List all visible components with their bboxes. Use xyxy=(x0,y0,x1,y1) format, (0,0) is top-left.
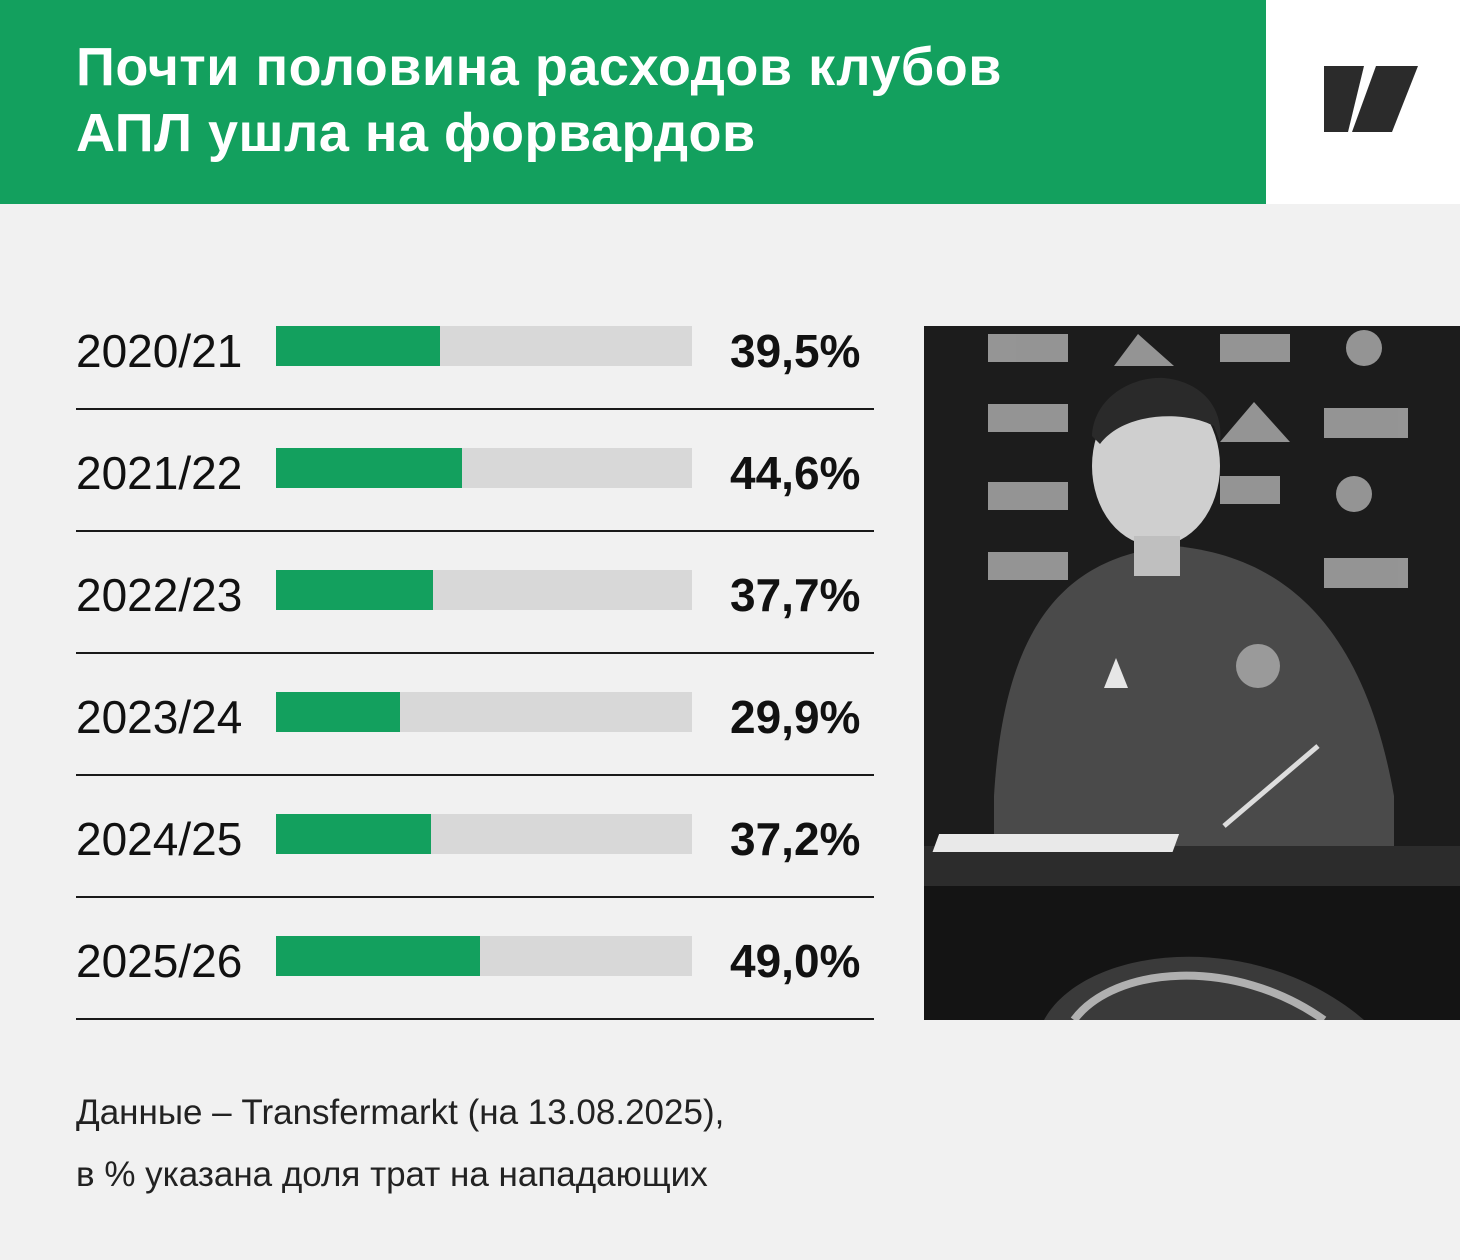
row-divider xyxy=(76,652,874,654)
bar-fill xyxy=(276,326,441,366)
header-banner: Почти половина расходов клубов АПЛ ушла … xyxy=(0,0,1266,204)
bar-fill xyxy=(276,448,462,488)
season-label: 2023/24 xyxy=(76,691,243,743)
bar-track xyxy=(276,570,692,610)
bar-track xyxy=(276,326,692,366)
chart-row: 2022/23 37,7% xyxy=(76,570,874,692)
season-label: 2025/26 xyxy=(76,935,243,987)
percent-label: 44,6% xyxy=(730,447,861,499)
row-divider xyxy=(76,1018,874,1020)
player-photo xyxy=(924,326,1460,1020)
row-divider xyxy=(76,774,874,776)
publisher-logo-icon xyxy=(1324,66,1418,132)
season-label: 2022/23 xyxy=(76,569,243,621)
bar-fill xyxy=(276,814,431,854)
footnote: Данные – Transfermarkt (на 13.08.2025), … xyxy=(76,1082,724,1206)
chart-row: 2024/25 37,2% xyxy=(76,814,874,936)
page-title: Почти половина расходов клубов АПЛ ушла … xyxy=(76,37,1002,163)
chart-row: 2021/22 44,6% xyxy=(76,448,874,570)
bar-chart: 2020/21 39,5% 2021/22 44,6% 2022/23 37,7% 2023… xyxy=(76,326,874,1020)
percent-label: 29,9% xyxy=(730,691,861,743)
logo-container xyxy=(1266,0,1460,204)
season-label: 2024/25 xyxy=(76,813,243,865)
bar-fill xyxy=(276,570,433,610)
player-signing-photo-icon xyxy=(924,326,1460,1020)
season-label: 2020/21 xyxy=(76,325,243,377)
bar-track xyxy=(276,692,692,732)
chart-row: 2025/26 49,0% xyxy=(76,936,874,1058)
chart-row: 2023/24 29,9% xyxy=(76,692,874,814)
footnote-line-1: Данные – Transfermarkt (на 13.08.2025), xyxy=(76,1093,725,1132)
bar-track xyxy=(276,936,692,976)
row-divider xyxy=(76,896,874,898)
bar-track xyxy=(276,448,692,488)
chart-row: 2020/21 39,5% xyxy=(76,326,874,448)
season-label: 2021/22 xyxy=(76,447,243,499)
row-divider xyxy=(76,530,874,532)
footnote-line-2: в % указана доля трат на нападающих xyxy=(76,1155,708,1194)
bar-fill xyxy=(276,692,401,732)
row-divider xyxy=(76,408,874,410)
percent-label: 49,0% xyxy=(730,935,861,987)
bar-track xyxy=(276,814,692,854)
percent-label: 39,5% xyxy=(730,325,861,377)
percent-label: 37,2% xyxy=(730,813,861,865)
bar-fill xyxy=(276,936,480,976)
percent-label: 37,7% xyxy=(730,569,861,621)
